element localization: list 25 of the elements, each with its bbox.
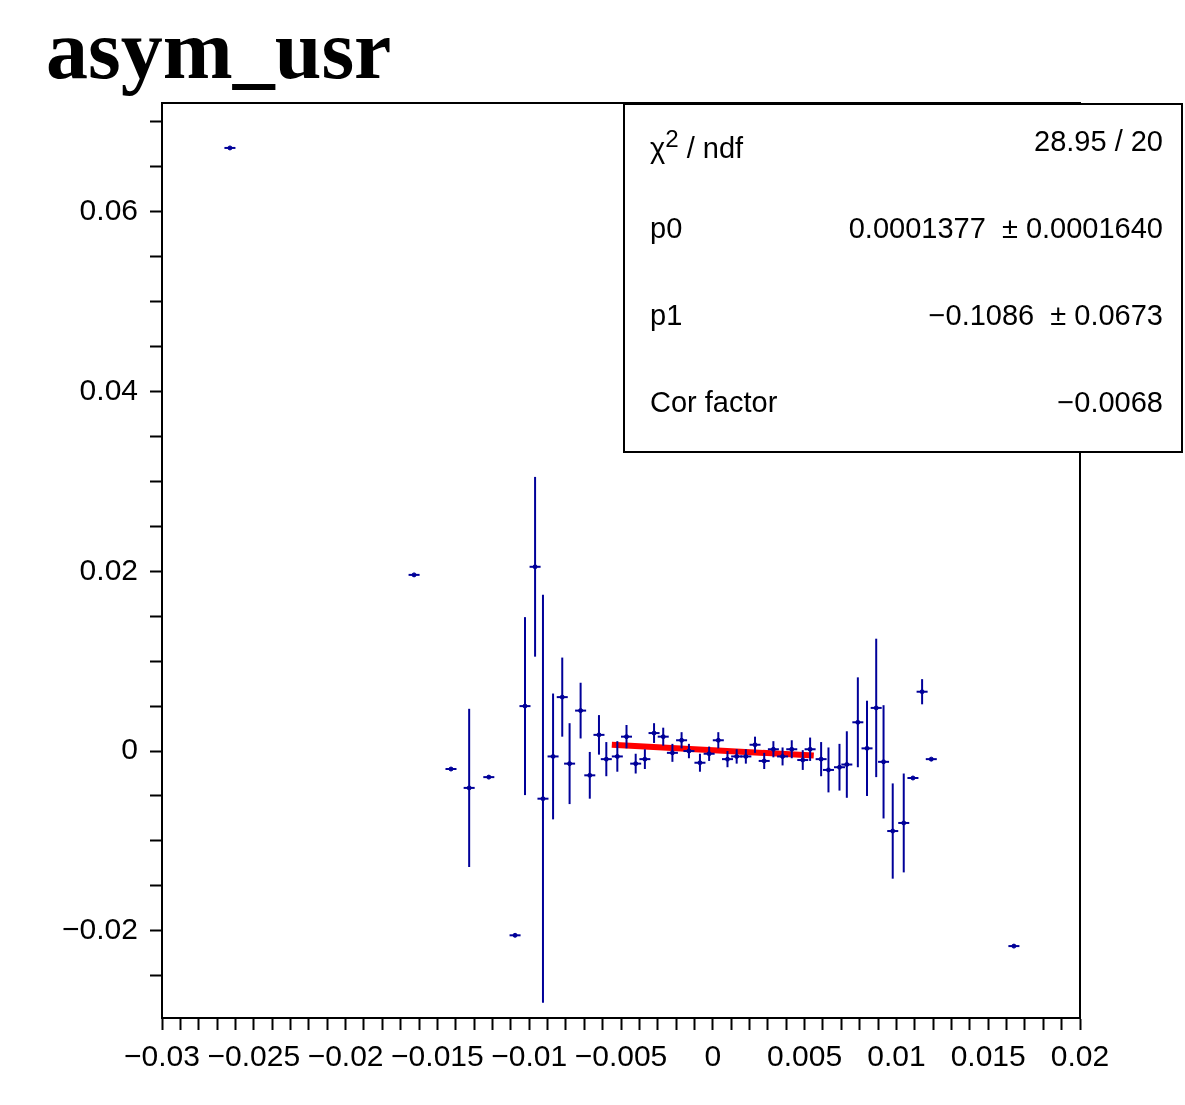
- annotation: −0.0068: [1057, 386, 1163, 419]
- annotation: 28.95 / 20: [1034, 125, 1163, 159]
- x-tick-label: 0: [704, 1039, 722, 1073]
- y-tick-label: 0.04: [79, 372, 138, 406]
- x-tick-label: 0.02: [1050, 1039, 1110, 1073]
- x-tick-label: 0.005: [767, 1039, 843, 1073]
- y-tick-label: 0.02: [79, 552, 138, 586]
- x-tick-label: −0.03: [124, 1039, 200, 1073]
- chart-title: asym_usr: [46, 2, 392, 98]
- x-tick-label: −0.005: [574, 1039, 668, 1073]
- annotation: 0.0001377 ± 0.0001640: [848, 212, 1163, 245]
- annotation: p0: [650, 212, 683, 245]
- x-tick-label: −0.015: [391, 1039, 484, 1073]
- x-tick-label: −0.02: [307, 1039, 384, 1073]
- y-tick-label: −0.02: [62, 912, 138, 946]
- annotation: χ$^{2}$ / ndf: [650, 125, 744, 165]
- x-tick-label: −0.01: [491, 1039, 568, 1073]
- annotation: p1: [650, 299, 683, 332]
- annotation: −0.1086 ± 0.0673: [928, 299, 1163, 332]
- x-tick-label: 0.01: [867, 1039, 926, 1073]
- x-tick-label: 0.015: [950, 1039, 1026, 1073]
- y-tick-label: 0.06: [79, 193, 138, 227]
- x-tick-label: −0.025: [207, 1039, 301, 1073]
- y-tick-label: 0: [121, 732, 138, 766]
- annotation: Cor factor: [650, 386, 778, 419]
